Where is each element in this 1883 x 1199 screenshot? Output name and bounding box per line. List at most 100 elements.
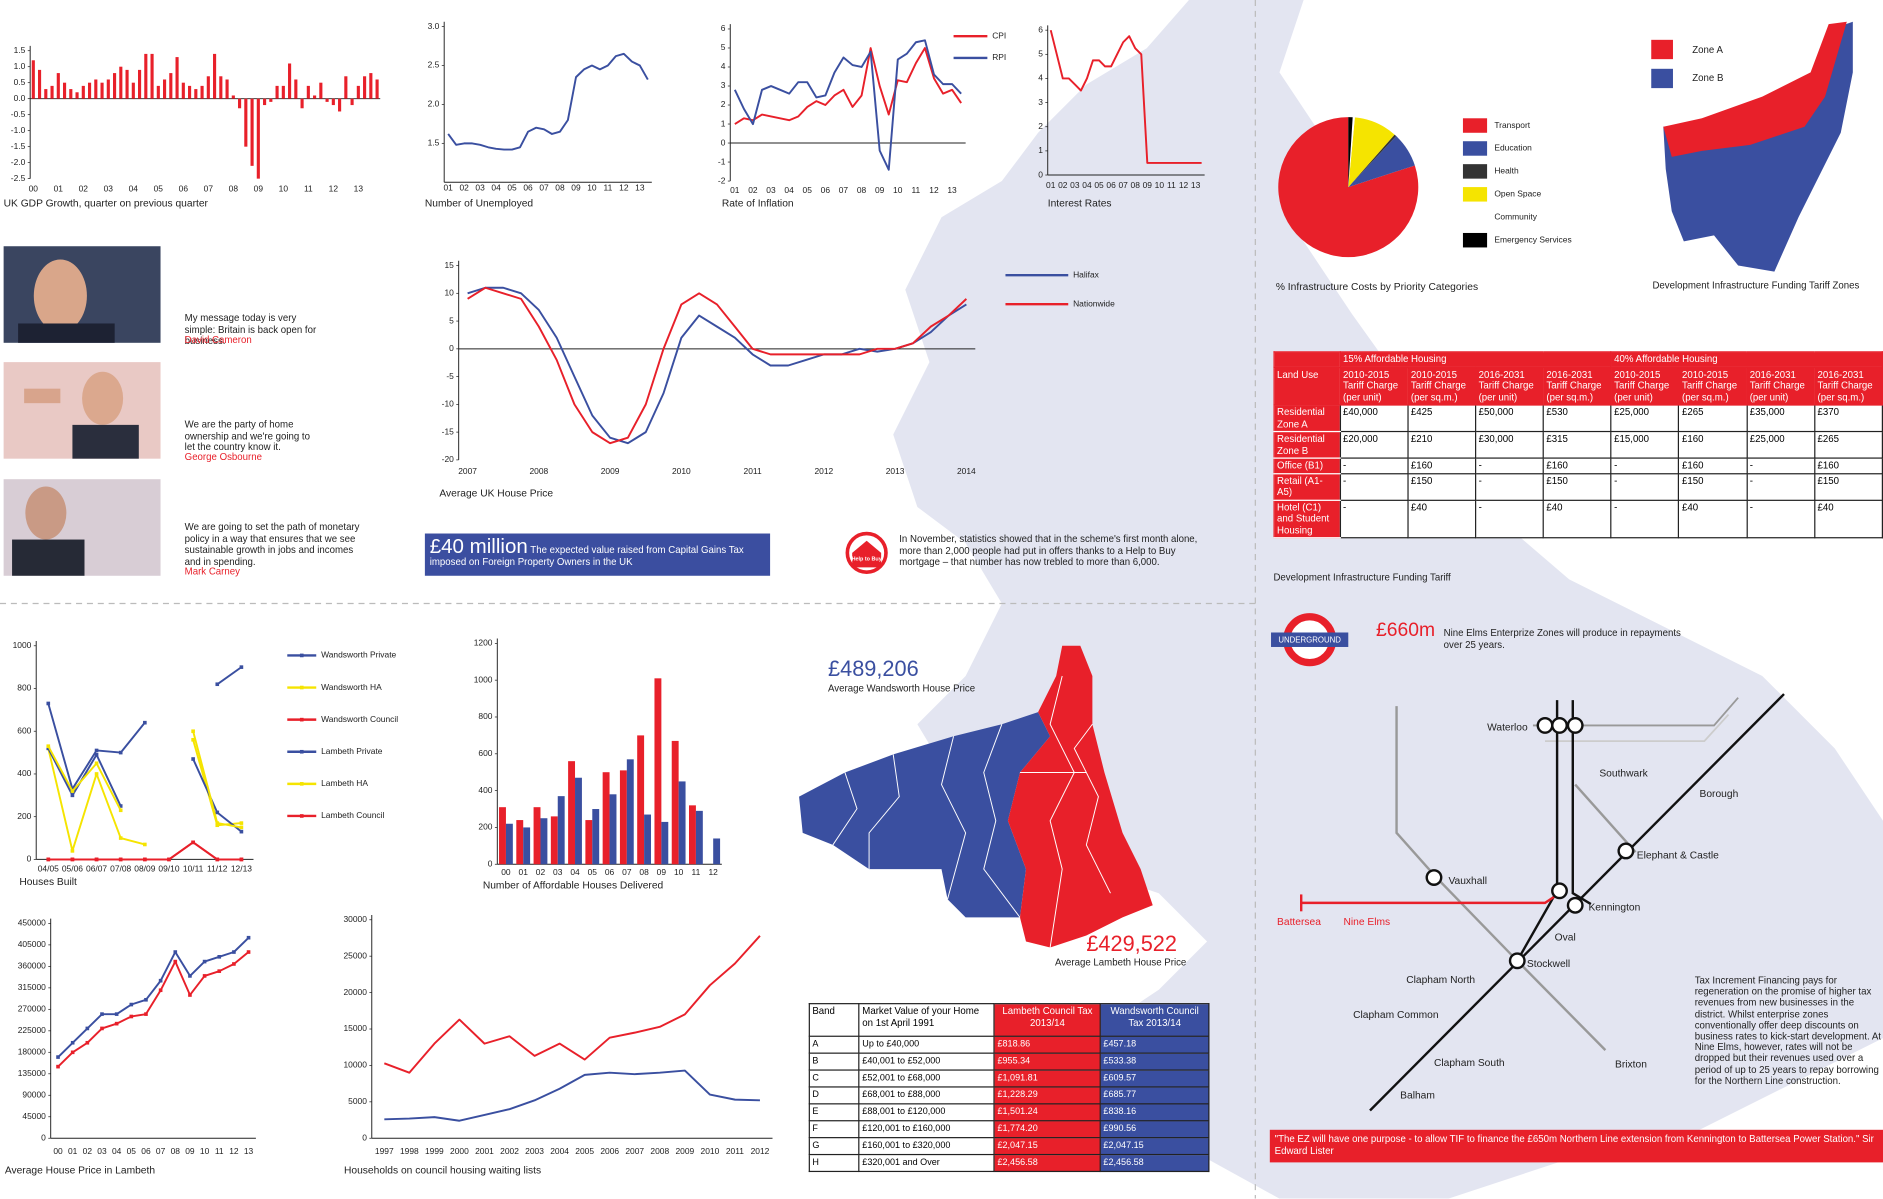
chart-title: Households on council housing waiting li…	[344, 1166, 541, 1177]
quote-name: David Cameron	[184, 334, 252, 346]
x-tick-label: 09	[571, 183, 581, 193]
y-tick-label: 315000	[18, 982, 46, 992]
y-tick-label: 1	[721, 118, 726, 128]
y-tick-label: 3	[721, 80, 726, 90]
point-marker	[215, 857, 220, 862]
x-tick-label: 07	[839, 185, 849, 195]
zone-a-label: Zone A	[1692, 44, 1723, 56]
tariff-cell: Retail (A1-A5)	[1273, 472, 1341, 501]
x-tick-label: 12/13	[231, 863, 252, 873]
bar	[671, 740, 679, 865]
x-tick-label: 1998	[400, 1146, 419, 1156]
tariff-cell: £425	[1407, 404, 1477, 433]
y-tick-label: 0.0	[14, 93, 26, 103]
tariff-header: 2016-2031 Tariff Charge (per unit)	[1474, 366, 1545, 406]
point-marker	[246, 935, 251, 940]
tariff-header: 2010-2015 Tariff Charge (per sq.m.)	[1407, 366, 1477, 406]
series-line	[47, 666, 242, 790]
tariff-header: 2010-2015 Tariff Charge (per sq.m.)	[1678, 366, 1748, 406]
series-line	[447, 52, 649, 151]
tariff-cell: -	[1746, 457, 1816, 474]
x-tick-label: 01	[443, 183, 453, 193]
photo-face	[82, 371, 124, 425]
chart-title: Houses Built	[19, 877, 77, 888]
legend-label: CPI	[992, 30, 1006, 40]
legend-marker	[299, 814, 304, 818]
council-tax-cell: £609.57	[1099, 1069, 1210, 1088]
quote-name: George Osbourne	[184, 451, 262, 463]
point-marker	[46, 746, 51, 751]
tariff-cell: -	[1610, 499, 1680, 539]
y-tick-label: 1000	[474, 674, 493, 684]
bar	[356, 85, 360, 99]
bar	[125, 69, 129, 99]
x-tick-label: 03	[475, 183, 485, 193]
y-tick-label: 600	[17, 725, 31, 735]
legend-label: Lambeth Council	[321, 810, 384, 820]
legend-label: Education	[1494, 143, 1532, 153]
point-marker	[158, 988, 163, 993]
x-tick-label: 2010	[672, 466, 691, 476]
point-marker	[239, 829, 244, 834]
tariff-table-container: 15% Affordable Housing 40% Affordable Hou…	[1273, 351, 1883, 539]
council-tax-header: Wandsworth Council Tax 2013/14	[1099, 1003, 1210, 1037]
council-tax-row: C £52,001 to £68,000 £1,091.81 £609.57	[808, 1069, 1210, 1088]
series-line	[734, 47, 962, 125]
bar	[375, 79, 379, 99]
y-tick-label: 200	[17, 811, 31, 821]
point-marker	[70, 1050, 75, 1055]
quote-text: We are the party of home ownership and w…	[184, 418, 311, 453]
bar	[231, 95, 235, 99]
council-tax-table: Band Market Value of your Home on 1st Apr…	[808, 1003, 1210, 1173]
tariff-cell: £530	[1542, 404, 1612, 433]
point-marker	[94, 748, 99, 753]
y-tick-label: 0	[449, 343, 454, 353]
y-tick-label: 400	[17, 768, 31, 778]
x-tick-label: 2007	[458, 466, 477, 476]
bar	[369, 73, 373, 99]
point-marker	[191, 757, 195, 761]
tariff-cell: £210	[1407, 430, 1477, 459]
x-tick-label: 03	[97, 1146, 107, 1156]
x-tick-label: 00	[501, 867, 511, 877]
x-tick-label: 2006	[600, 1146, 619, 1156]
callout-amount: £40 million	[429, 534, 528, 558]
tariff-cell: £150	[1813, 472, 1883, 501]
bar	[516, 820, 524, 865]
council-tax-cell: E	[808, 1103, 860, 1122]
help-to-buy-text: In November, statistics showed that in t…	[899, 533, 1198, 568]
x-tick-label: 10	[279, 184, 289, 194]
tube-line-grey	[1532, 697, 1739, 727]
series-line	[383, 935, 761, 1074]
station-label: Clapham South	[1434, 1058, 1505, 1069]
bar	[175, 57, 179, 99]
point-marker	[85, 1026, 90, 1031]
quote-text: We are going to set the path of monetary…	[184, 521, 360, 567]
lambeth-map	[1007, 645, 1153, 948]
x-tick-label: 12	[619, 183, 629, 193]
tariff-cell: £40,000	[1339, 404, 1409, 433]
y-tick-label: 400	[478, 785, 492, 795]
legend-label: Community	[1494, 212, 1537, 222]
tariff-cell: -	[1339, 472, 1409, 501]
legend-swatch	[1462, 164, 1488, 179]
x-tick-label: 04	[129, 184, 139, 194]
x-tick-label: 2008	[650, 1146, 669, 1156]
x-tick-label: 07	[1118, 180, 1128, 190]
series-line	[467, 286, 968, 445]
council-tax-cell: D	[808, 1086, 860, 1105]
photo-suit	[72, 424, 139, 459]
point-marker	[173, 950, 178, 954]
lambeth-price: £429,522	[1086, 931, 1177, 956]
x-tick-label: 2009	[675, 1146, 694, 1156]
council-tax-cell: £2,456.58	[1099, 1153, 1210, 1173]
station	[1617, 842, 1635, 860]
council-tax-cell: £160,001 to £320,000	[858, 1137, 996, 1156]
tariff-cell: Residential Zone B	[1273, 430, 1341, 459]
point-marker	[215, 823, 220, 828]
bar	[338, 98, 342, 112]
y-tick-label: 10000	[343, 1060, 367, 1070]
council-tax-cell: A	[808, 1035, 860, 1054]
bar	[150, 53, 154, 99]
x-tick-label: 2011	[744, 466, 762, 476]
